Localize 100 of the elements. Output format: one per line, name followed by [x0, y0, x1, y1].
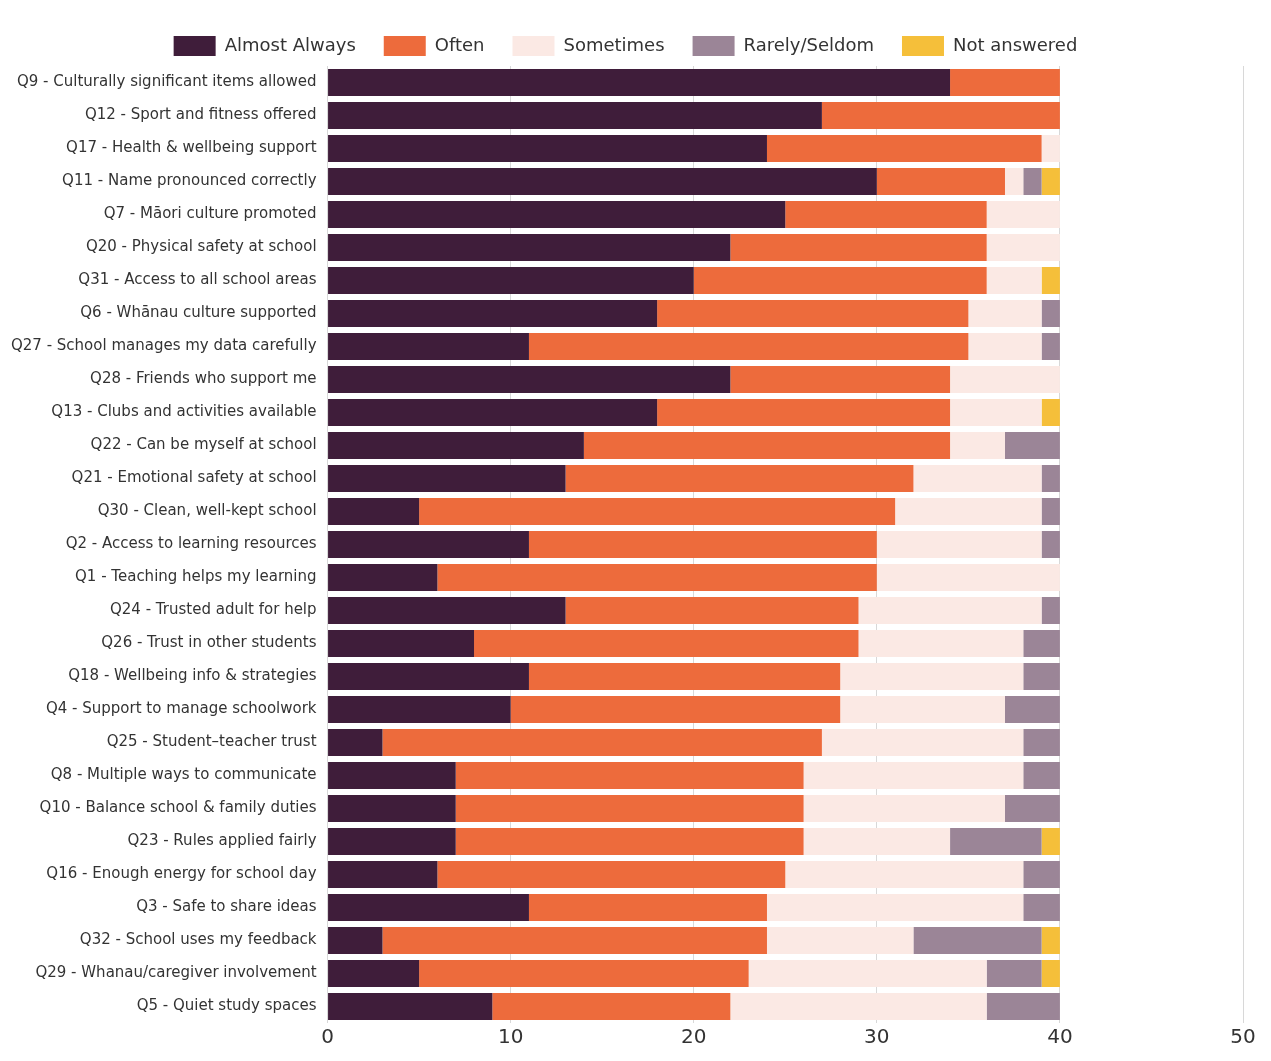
bar: [328, 992, 493, 1021]
legend-label: Almost Always: [224, 33, 356, 55]
bar: [913, 464, 1042, 493]
bar: [803, 761, 1024, 790]
legend-label: Sometimes: [563, 33, 665, 55]
bar: [328, 695, 511, 724]
bar: [474, 629, 859, 658]
bar: [968, 299, 1042, 328]
bar: [328, 200, 786, 229]
y-tick-label: Q31 - Access to all school areas: [78, 270, 317, 289]
bar: [895, 497, 1042, 526]
x-tick-label: 10: [497, 1024, 524, 1049]
bar: [950, 365, 1060, 394]
y-tick-label: Q29 - Whanau/caregiver involvement: [35, 963, 317, 982]
y-tick-label: Q26 - Trust in other students: [101, 633, 317, 652]
bar: [1041, 464, 1060, 493]
bar: [1041, 596, 1060, 625]
bar: [328, 662, 529, 691]
y-tick-label: Q4 - Support to manage schoolwork: [45, 699, 317, 718]
bar: [328, 167, 877, 196]
bar: [328, 530, 529, 559]
bar: [1023, 860, 1060, 889]
bar: [328, 629, 475, 658]
y-tick-label: Q8 - Multiple ways to communicate: [50, 765, 317, 784]
y-tick-label: Q11 - Name pronounced correctly: [62, 171, 317, 190]
bar: [1041, 497, 1060, 526]
bar: [328, 431, 584, 460]
y-tick-label: Q23 - Rules applied fairly: [127, 831, 317, 850]
y-tick-label: Q6 - Whānau culture supported: [80, 303, 317, 322]
bar: [858, 596, 1042, 625]
bar: [858, 629, 1024, 658]
bar: [328, 563, 438, 592]
bar: [437, 860, 786, 889]
bar: [730, 365, 951, 394]
bar: [455, 794, 804, 823]
bar: [766, 893, 1024, 922]
bar: [328, 794, 456, 823]
bar: [1041, 332, 1060, 361]
bar: [803, 827, 951, 856]
bar: [328, 926, 383, 955]
bar: [785, 860, 1024, 889]
bar: [913, 926, 1042, 955]
bar: [730, 992, 987, 1021]
bar: [382, 926, 767, 955]
y-tick-label: Q7 - Māori culture promoted: [103, 204, 317, 223]
bar: [1041, 827, 1060, 856]
bar: [1041, 299, 1060, 328]
bar: [455, 761, 804, 790]
bar: [803, 794, 1005, 823]
bar: [510, 695, 841, 724]
bar: [950, 68, 1060, 97]
bar: [748, 959, 987, 988]
bar: [1023, 728, 1060, 757]
bar: [1023, 761, 1060, 790]
bar: [657, 398, 951, 427]
bar: [1041, 266, 1060, 295]
y-tick-label: Q13 - Clubs and activities available: [51, 402, 317, 421]
bar: [1041, 926, 1060, 955]
bar: [1004, 794, 1060, 823]
bar: [328, 893, 529, 922]
bar: [950, 827, 1042, 856]
bar: [1004, 695, 1060, 724]
y-tick-label: Q9 - Culturally significant items allowed: [16, 72, 317, 91]
x-tick-label: 20: [681, 1024, 707, 1049]
bar: [840, 695, 1005, 724]
y-tick-label: Q20 - Physical safety at school: [85, 237, 317, 256]
bar: [766, 134, 1042, 163]
y-tick-label: Q24 - Trusted adult for help: [110, 600, 317, 619]
bar: [766, 926, 914, 955]
bar: [1041, 959, 1060, 988]
y-tick-label: Q25 - Student–teacher trust: [106, 732, 317, 751]
bar: [986, 266, 1042, 295]
bar: [328, 101, 822, 130]
bar: [986, 992, 1060, 1021]
bar: [328, 959, 420, 988]
y-tick-label: Q22 - Can be myself at school: [90, 435, 317, 454]
bar: [437, 563, 877, 592]
y-tick-label: Q32 - School uses my feedback: [79, 930, 317, 949]
y-tick-label: Q27 - School manages my data carefully: [11, 336, 317, 355]
bar: [876, 563, 1060, 592]
legend-label: Rarely/Seldom: [743, 33, 874, 55]
bar: [528, 893, 767, 922]
bar: [950, 398, 1042, 427]
bar: [1023, 893, 1060, 922]
x-tick-label: 40: [1047, 1024, 1073, 1049]
y-tick-label: Q16 - Enough energy for school day: [46, 864, 317, 883]
bar: [693, 266, 987, 295]
y-tick-label: Q2 - Access to learning resources: [65, 534, 317, 553]
bar: [528, 530, 877, 559]
bar: [821, 728, 1024, 757]
bar: [950, 431, 1005, 460]
y-tick-label: Q3 - Safe to share ideas: [136, 897, 317, 916]
bar: [328, 860, 438, 889]
y-tick-label: Q12 - Sport and fitness offered: [84, 105, 317, 124]
bar: [1041, 134, 1060, 163]
x-tick-label: 30: [864, 1024, 890, 1049]
bar: [1023, 629, 1060, 658]
legend-label: Often: [434, 33, 485, 55]
y-tick-label: Q17 - Health & wellbeing support: [66, 138, 317, 157]
bar: [328, 398, 658, 427]
